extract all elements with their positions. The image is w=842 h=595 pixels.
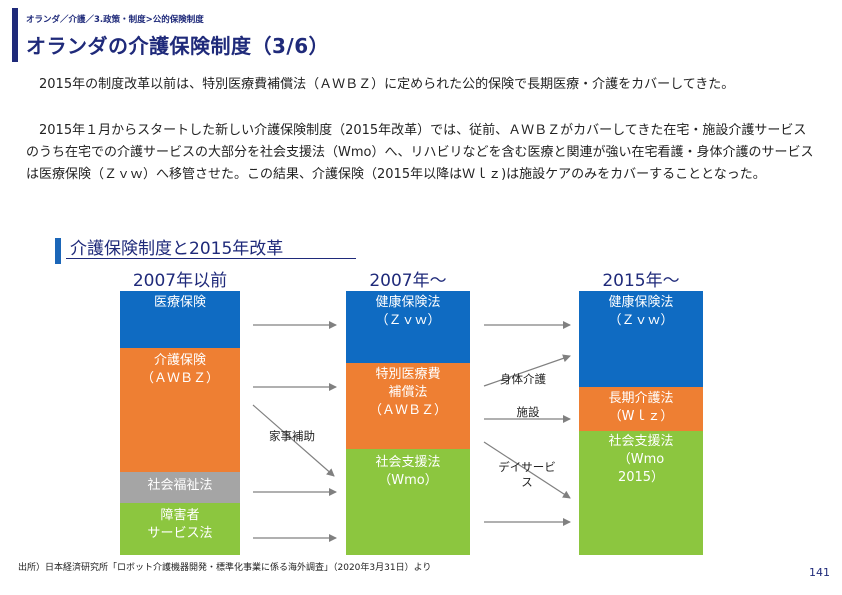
block-social-welfare-law: 社会福祉法	[120, 472, 240, 503]
column-heading-before-2007: 2007年以前	[132, 271, 228, 291]
body-paragraph-2: 2015年１月からスタートした新しい介護保険制度（2015年改革）では、従前、Ａ…	[26, 123, 814, 182]
block-long-term-care-wlz: 長期介護法 （Wｌｚ）	[579, 387, 703, 431]
arrow-housework-to-wmo	[252, 404, 335, 477]
block-medical-insurance: 医療保険	[120, 291, 240, 348]
block-disability-services-law: 障害者 サービス法	[120, 503, 240, 555]
column-heading-2015: 2015年～	[602, 271, 680, 291]
section-accent-bar	[55, 238, 61, 264]
section-underline	[66, 258, 356, 259]
block-social-support-wmo-2007: 社会支援法 （Wmo）	[346, 449, 470, 555]
page-number: 141	[809, 566, 830, 579]
block-health-insurance-zvw-2015: 健康保険法 （Ｚｖｗ）	[579, 291, 703, 387]
breadcrumb: オランダ／介護／3.政策・制度>公的保険制度	[26, 15, 204, 25]
block-health-insurance-zvw-2007: 健康保険法 （Ｚｖｗ）	[346, 291, 470, 363]
body-paragraph-1: 2015年の制度改革以前は、特別医療費補償法（ＡＷＢＺ）に定められた公的保険で長…	[26, 77, 735, 92]
page-title: オランダの介護保険制度（3/6）	[26, 34, 330, 58]
block-care-insurance-awbz: 介護保険 （ＡＷＢＺ）	[120, 348, 240, 472]
column-heading-2007: 2007年～	[369, 271, 447, 291]
arrow-day-service-to-wmo	[483, 441, 571, 499]
source-citation: 出所）日本経済研究所「ロボット介護機器開発・標準化事業に係る海外調査」（2020…	[18, 563, 432, 573]
label-housework: 家事補助	[269, 429, 315, 443]
arrow-personal-care-to-health	[483, 354, 571, 387]
block-awbz-2007: 特別医療費 補償法 （ＡＷＢＺ）	[346, 363, 470, 449]
label-day-service: デイサービ ス	[498, 460, 556, 489]
title-accent-bar	[12, 8, 18, 62]
label-personal-care: 身体介護	[500, 372, 546, 386]
block-social-support-wmo-2015: 社会支援法 （Wmo 2015）	[579, 431, 703, 555]
label-facility: 施設	[516, 405, 540, 419]
section-title: 介護保険制度と2015年改革	[70, 239, 284, 259]
